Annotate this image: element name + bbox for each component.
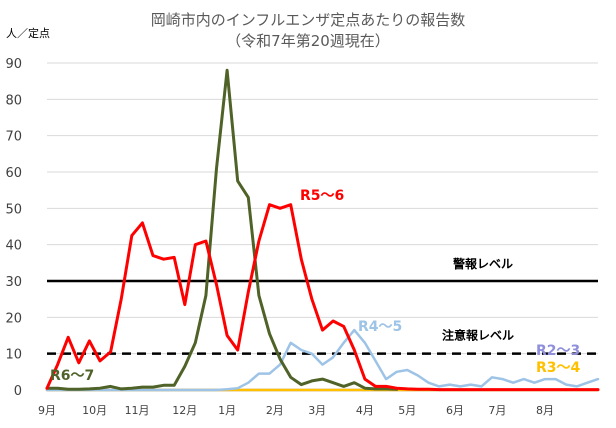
x-tick-label-9: 6月 [446, 404, 464, 417]
chart-title: 岡崎市内のインフルエンザ定点あたりの報告数 [151, 11, 466, 29]
y-tick-label-30: 30 [5, 275, 22, 290]
x-axis-ticks: 9月 10月 11月 12月 1月 2月 3月 4月 5月 6月 7月 8月 [38, 404, 554, 417]
reference-line-label-0: 警報レベル [452, 256, 513, 271]
x-tick-label-5: 2月 [266, 404, 284, 417]
y-tick-label-80: 80 [5, 93, 22, 108]
x-tick-label-11: 8月 [536, 404, 554, 417]
x-tick-label-8: 5月 [398, 404, 416, 417]
y-tick-label-90: 90 [5, 57, 22, 72]
series-line-1 [45, 68, 399, 391]
y-tick-label-20: 20 [5, 311, 22, 326]
x-tick-label-6: 3月 [308, 404, 326, 417]
y-tick-label-40: 40 [5, 239, 22, 254]
x-tick-label-3: 12月 [172, 404, 197, 417]
series-label-2: R4～5 [358, 319, 402, 335]
x-tick-label-7: 4月 [356, 404, 374, 417]
y-tick-label-10: 10 [5, 348, 22, 363]
x-tick-label-10: 7月 [488, 404, 506, 417]
series-labels: R5～6 R6～7 R4～5 R2～3R3～4 [50, 188, 581, 384]
x-tick-label-0: 9月 [38, 404, 56, 417]
y-axis-unit-label: 人／定点 [6, 26, 50, 40]
series-label-0: R5～6 [300, 188, 344, 204]
series-label-1: R6～7 [50, 368, 94, 384]
series-lines [45, 68, 600, 392]
y-tick-label-50: 50 [5, 202, 22, 217]
y-tick-label-70: 70 [5, 130, 22, 145]
x-tick-label-4: 1月 [218, 404, 236, 417]
series-line-0 [45, 203, 600, 392]
reference-line-label-1: 注意報レベル [442, 328, 514, 343]
series-label-4: R3～4 [536, 360, 581, 376]
chart-subtitle: （令和7年第20週現在） [226, 32, 390, 50]
series-label-3: R2～3 [536, 343, 580, 359]
x-tick-label-2: 11月 [125, 404, 150, 417]
series-line-2 [45, 328, 600, 392]
x-tick-label-1: 10月 [82, 404, 107, 417]
gridlines [47, 62, 598, 391]
y-tick-label-60: 60 [5, 166, 22, 181]
y-axis-ticks: 0 10 20 30 40 50 60 70 80 90 [5, 57, 22, 399]
y-tick-label-0: 0 [14, 384, 22, 399]
